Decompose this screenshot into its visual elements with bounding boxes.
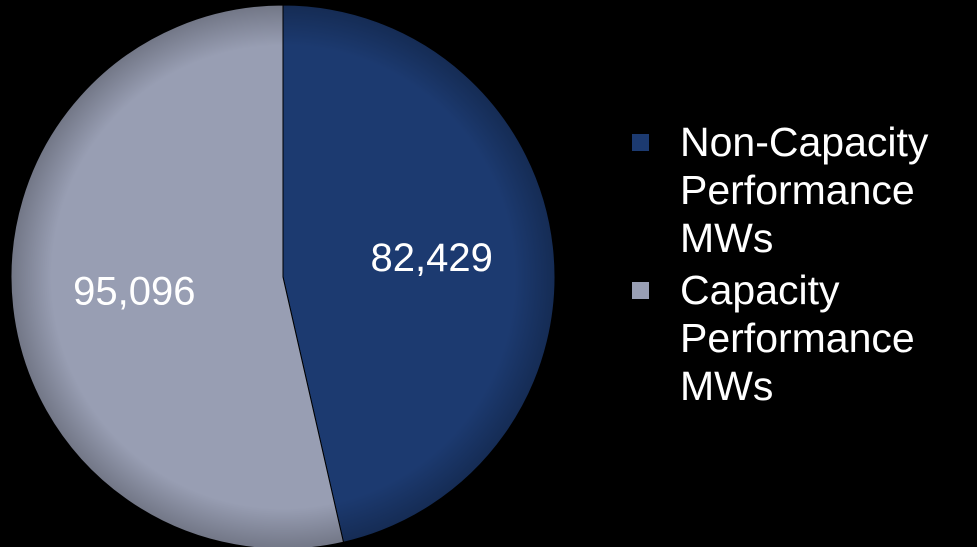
legend-label: Capacity Performance MWs <box>680 267 915 409</box>
legend: Non-Capacity Performance MWs Capacity Per… <box>630 118 970 414</box>
legend-label: Non-Capacity Performance MWs <box>680 119 929 261</box>
legend-entry: Non-Capacity Performance MWs <box>630 118 970 262</box>
data-label: 82,429 <box>370 236 492 280</box>
legend-swatch <box>632 282 649 299</box>
legend-entry: Capacity Performance MWs <box>630 266 970 410</box>
legend-swatch <box>632 134 649 151</box>
data-label: 95,096 <box>73 269 195 313</box>
